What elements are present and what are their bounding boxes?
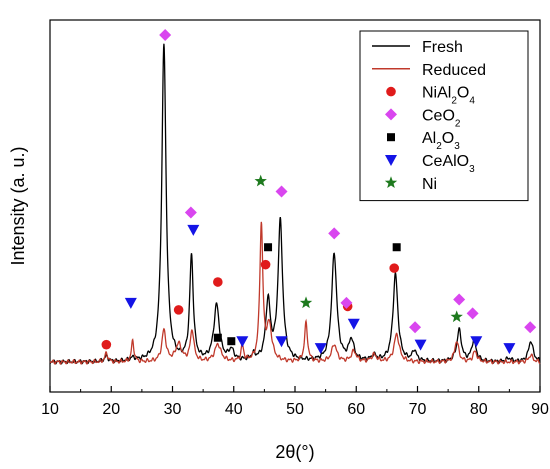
legend-symbol-al2o3 <box>387 133 395 142</box>
x-tick-label: 80 <box>470 401 488 418</box>
legend-label: Fresh <box>422 39 463 56</box>
marker-cealo3 <box>187 224 200 236</box>
x-tick-label: 50 <box>286 401 304 418</box>
marker-cealo3 <box>275 336 288 348</box>
marker-nial2o4 <box>101 339 112 350</box>
legend-label: Al2O3 <box>422 130 460 152</box>
x-tick-label: 30 <box>164 401 182 418</box>
marker-cealo3 <box>314 343 327 355</box>
marker-ni <box>450 310 463 323</box>
x-axis: 10 20 30 40 50 60 70 80 90 <box>41 386 549 418</box>
x-tick-label: 60 <box>347 401 365 418</box>
marker-cealo3 <box>503 343 516 355</box>
phase-markers-layer <box>101 28 537 355</box>
marker-ceo2 <box>453 293 466 306</box>
marker-al2o3 <box>264 243 273 252</box>
marker-cealo3 <box>347 318 360 330</box>
marker-ceo2 <box>340 296 353 309</box>
x-tick-label: 40 <box>225 401 243 418</box>
x-axis-label: 2θ(°) <box>275 442 314 462</box>
marker-nial2o4 <box>260 259 271 270</box>
marker-ceo2 <box>409 321 422 334</box>
marker-ceo2 <box>466 307 479 320</box>
legend-label: CeAlO3 <box>422 153 475 175</box>
marker-cealo3 <box>414 339 427 351</box>
marker-al2o3 <box>213 333 222 342</box>
y-axis-label: Intensity (a. u.) <box>8 146 28 265</box>
legend-label: NiAl2O4 <box>422 85 475 107</box>
marker-al2o3 <box>227 337 236 346</box>
marker-cealo3 <box>470 336 483 348</box>
marker-cealo3 <box>124 297 137 309</box>
marker-cealo3 <box>236 336 249 348</box>
legend-label: Reduced <box>422 62 486 79</box>
marker-ceo2 <box>328 227 341 240</box>
marker-ceo2 <box>275 185 288 198</box>
marker-nial2o4 <box>173 305 184 315</box>
marker-ni <box>299 296 313 309</box>
x-tick-label: 70 <box>409 401 427 418</box>
legend-symbol-ni <box>384 176 398 189</box>
legend-symbol-nial2o4 <box>386 86 396 97</box>
marker-nial2o4 <box>213 277 223 287</box>
legend-label: CeO2 <box>422 107 461 128</box>
marker-ceo2 <box>524 321 537 334</box>
marker-ceo2 <box>184 206 197 219</box>
series-line-reduced <box>49 221 541 365</box>
series-line-fresh <box>49 43 541 365</box>
marker-ni <box>254 174 267 187</box>
marker-nial2o4 <box>389 263 400 273</box>
x-tick-label: 20 <box>102 401 120 418</box>
x-tick-label: 90 <box>531 401 549 418</box>
marker-al2o3 <box>392 243 401 252</box>
x-tick-label: 10 <box>41 401 59 418</box>
legend-label: Ni <box>422 176 437 193</box>
curves-layer <box>49 43 541 365</box>
legend-symbol-ceo2 <box>385 108 397 121</box>
marker-ceo2 <box>159 28 172 41</box>
legend-symbol-cealo3 <box>385 155 397 166</box>
